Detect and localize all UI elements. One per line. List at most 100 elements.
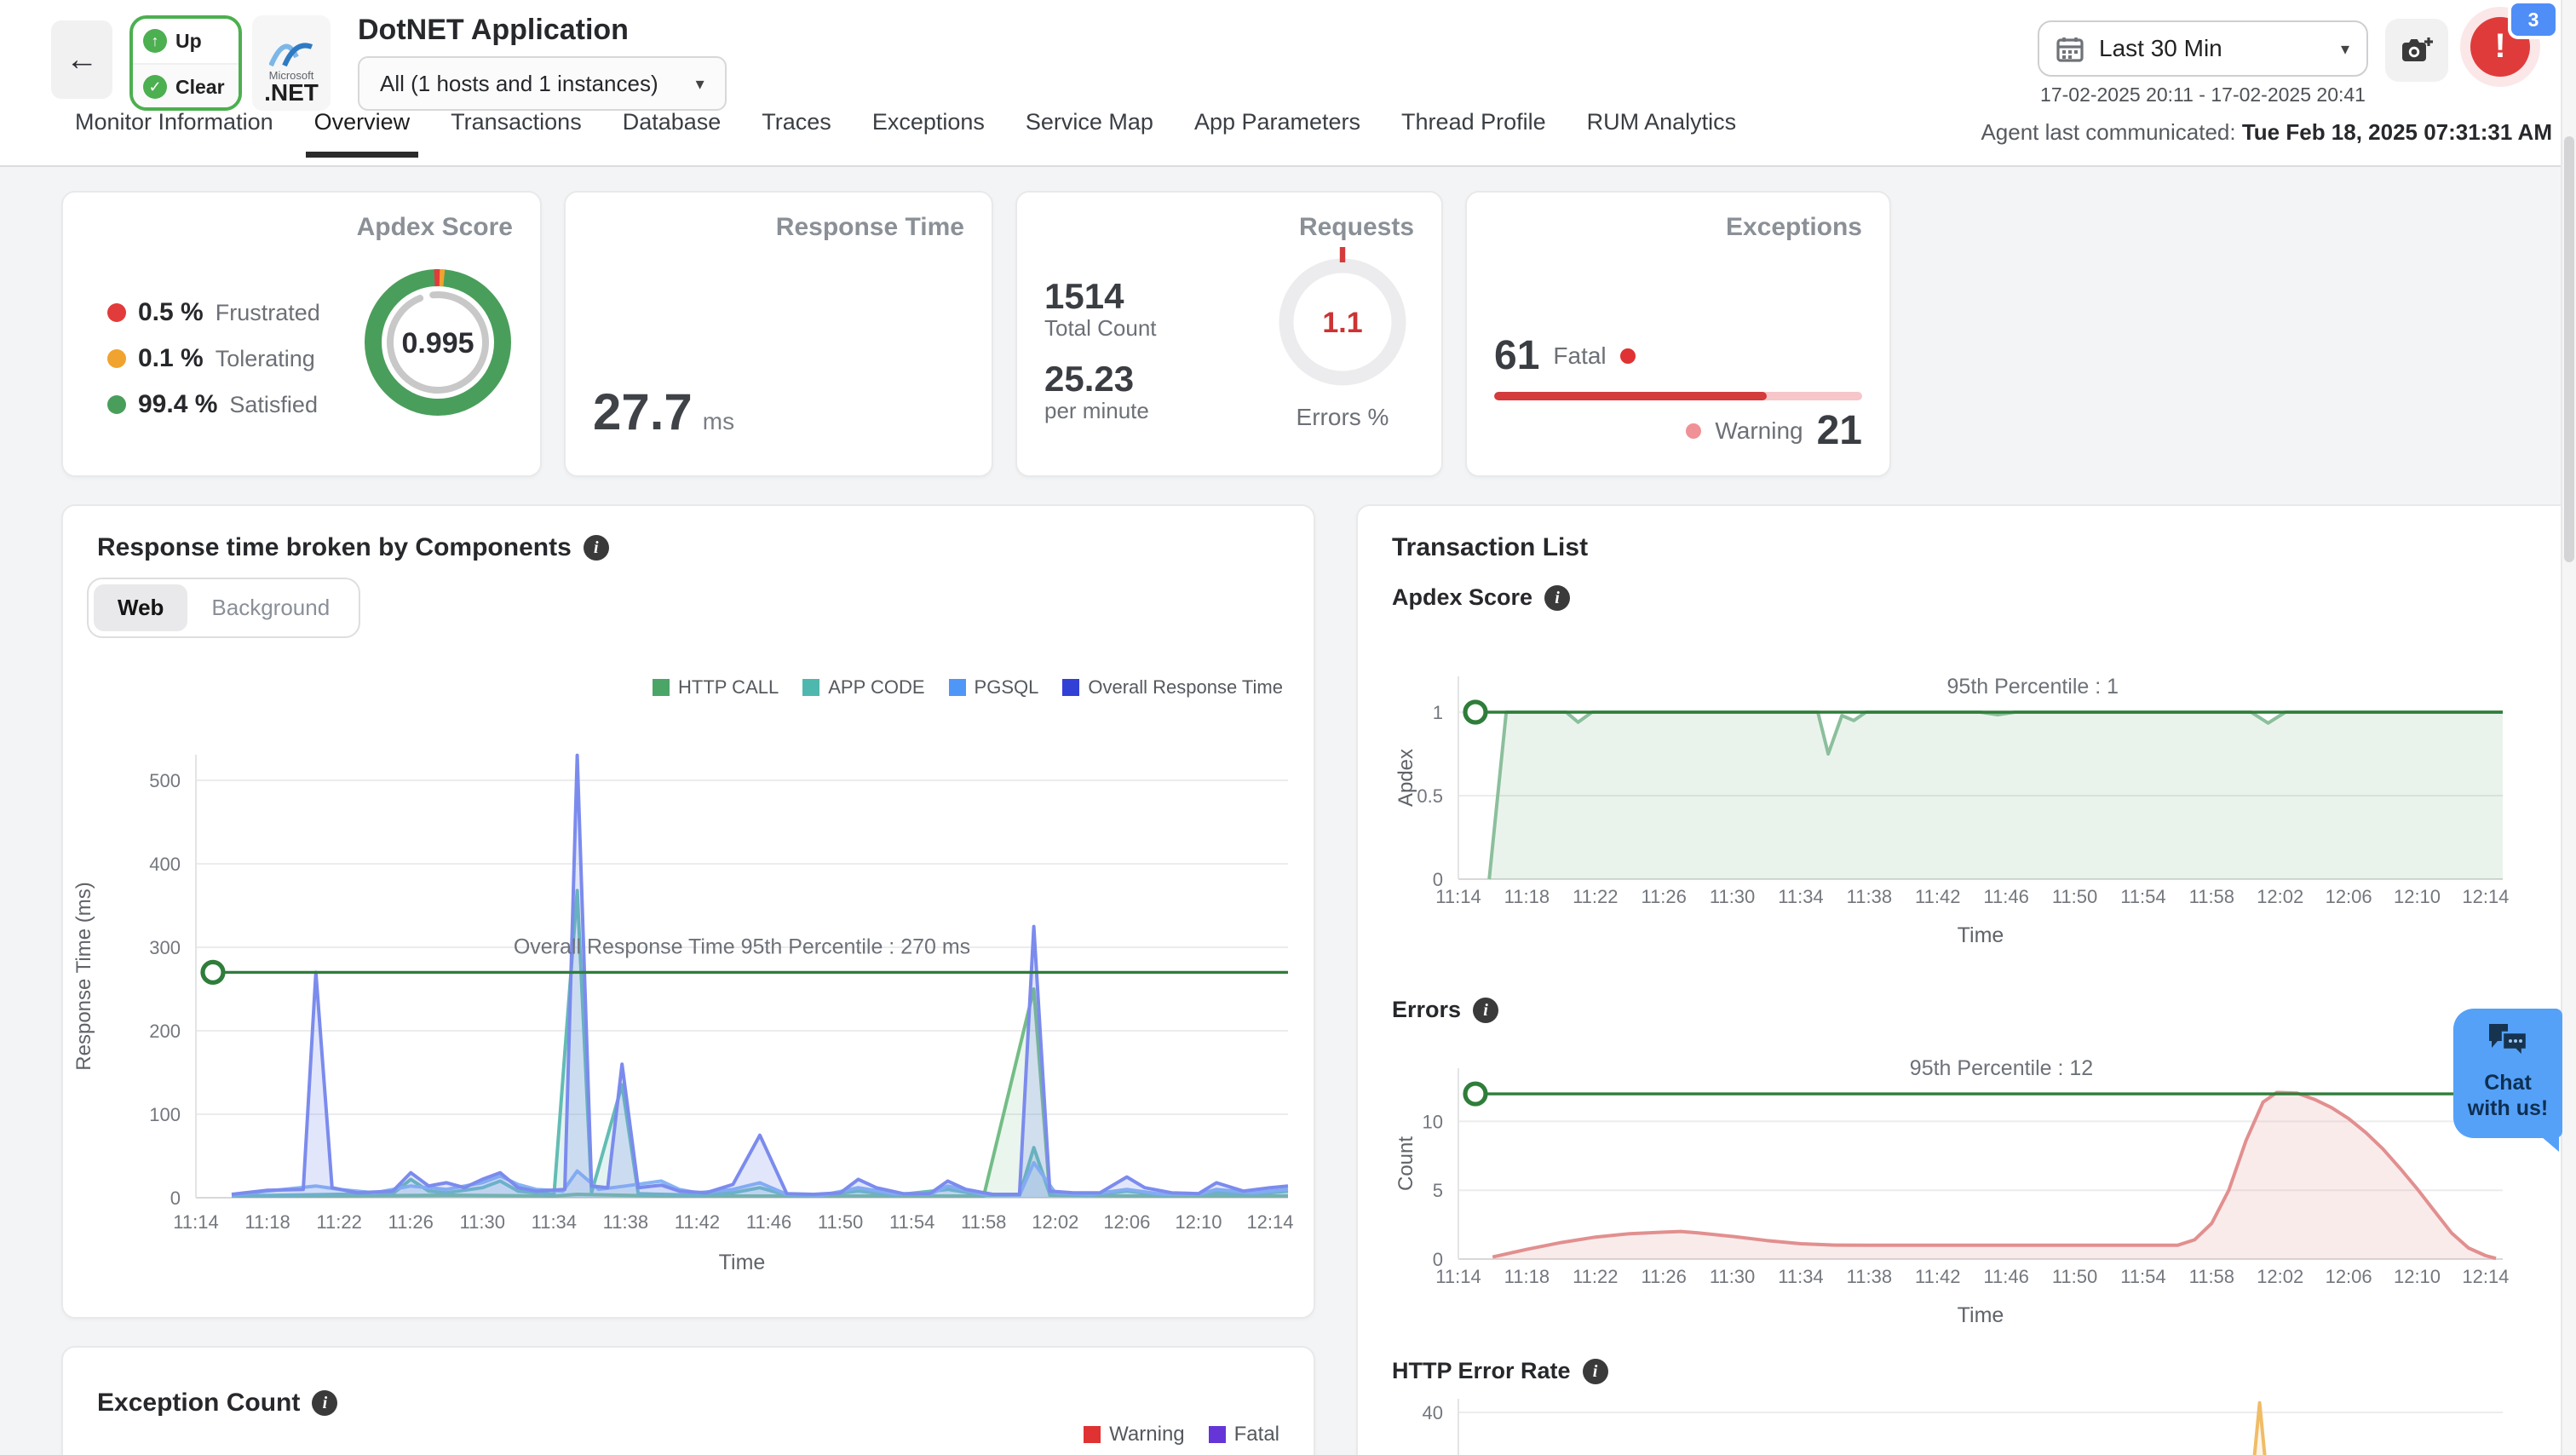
time-range-dates: 17-02-2025 20:11 - 17-02-2025 20:41 bbox=[2040, 83, 2366, 106]
legend-item[interactable]: PGSQL bbox=[948, 676, 1038, 699]
errors-donut: 1.1 Errors % bbox=[1257, 244, 1428, 431]
tab-exceptions[interactable]: Exceptions bbox=[871, 109, 985, 135]
svg-text:300: 300 bbox=[149, 937, 181, 958]
http-error-rate-chart[interactable]: 40Error Rate (%) bbox=[1392, 1399, 2550, 1455]
back-button[interactable]: ← bbox=[51, 20, 112, 99]
errors-trend-chart[interactable]: 0 5 10 11:14 11:18 11:22 11:26 11:30 11:34 11:38 1… bbox=[1392, 1038, 2550, 1344]
toggle-option-web[interactable]: Web bbox=[94, 584, 188, 631]
svg-text:1: 1 bbox=[1433, 702, 1443, 723]
camera-plus-icon bbox=[2402, 37, 2433, 61]
svg-text:11:14: 11:14 bbox=[1435, 886, 1481, 907]
info-icon[interactable]: i bbox=[1544, 584, 1571, 611]
apdex-trend-chart[interactable]: 0 0.5 1 11:14 11:18 11:22 11:26 11:30 11:34 11:38… bbox=[1392, 625, 2550, 959]
chat-widget[interactable]: Chat with us! bbox=[2453, 1009, 2562, 1152]
svg-text:11:42: 11:42 bbox=[1915, 1266, 1960, 1287]
legend-value: 0.1 % bbox=[138, 344, 204, 372]
svg-text:11:30: 11:30 bbox=[460, 1211, 505, 1233]
svg-text:11:18: 11:18 bbox=[1504, 1266, 1550, 1287]
legend-item[interactable]: Fatal bbox=[1208, 1423, 1279, 1446]
tab-traces[interactable]: Traces bbox=[762, 109, 831, 135]
legend-label: Overall Response Time bbox=[1088, 676, 1283, 698]
svg-text:11:26: 11:26 bbox=[388, 1211, 433, 1233]
legend-value: 99.4 % bbox=[138, 390, 218, 418]
components-chart-legend: HTTP CALL APP CODE PGSQL Overall Response T… bbox=[653, 676, 1283, 699]
legend-swatch-icon bbox=[1062, 679, 1080, 696]
agent-last-communicated: Agent last communicated: Tue Feb 18, 202… bbox=[1981, 119, 2552, 146]
screenshot-button[interactable] bbox=[2385, 19, 2448, 82]
tab-transactions[interactable]: Transactions bbox=[451, 109, 582, 135]
svg-text:500: 500 bbox=[149, 770, 181, 791]
transaction-list-panel: Transaction List Apdex Score i 0 0.5 1 11:1… bbox=[1356, 504, 2576, 1455]
status-up-label: Up bbox=[175, 29, 202, 52]
components-response-time-chart[interactable]: 0 100 200 300 400 500 11:14 11:18 11:22 11:26 11:3… bbox=[63, 704, 1314, 1303]
svg-text:Time: Time bbox=[1958, 923, 2004, 947]
legend-swatch-icon bbox=[802, 679, 820, 696]
tab-app-parameters[interactable]: App Parameters bbox=[1193, 109, 1361, 135]
info-icon[interactable]: i bbox=[1473, 997, 1499, 1023]
legend-label: Tolerating bbox=[215, 345, 315, 371]
info-icon[interactable]: i bbox=[1582, 1358, 1608, 1384]
info-icon[interactable]: i bbox=[312, 1390, 338, 1416]
time-range-dropdown[interactable]: Last 30 Min ▾ bbox=[2038, 20, 2368, 77]
svg-text:11:54: 11:54 bbox=[2120, 1266, 2165, 1287]
svg-text:Overall Response Time 95th Per: Overall Response Time 95th Percentile : … bbox=[514, 935, 970, 958]
dotnet-logo: Microsoft .NET bbox=[252, 15, 331, 111]
status-clear-label: Clear bbox=[175, 75, 225, 98]
toggle-option-background[interactable]: Background bbox=[211, 595, 331, 620]
notification-badge[interactable]: 3 bbox=[2508, 0, 2559, 39]
svg-text:0: 0 bbox=[1433, 869, 1443, 890]
svg-text:11:18: 11:18 bbox=[244, 1211, 290, 1233]
svg-text:11:38: 11:38 bbox=[1847, 886, 1892, 907]
apdex-gauge: 0.995 bbox=[365, 269, 511, 416]
legend-swatch-icon bbox=[1084, 1426, 1101, 1443]
tab-database[interactable]: Database bbox=[622, 109, 722, 135]
chat-widget-label: Chat with us! bbox=[2467, 1071, 2549, 1120]
scrollbar-track[interactable] bbox=[2561, 0, 2576, 1455]
svg-text:12:14: 12:14 bbox=[1246, 1211, 1293, 1233]
tab-overview[interactable]: Overview bbox=[305, 109, 419, 158]
chevron-down-icon: ▾ bbox=[2340, 39, 2349, 59]
apdex-legend-row: 99.4 % Satisfied bbox=[107, 390, 320, 419]
fatal-dot-icon bbox=[1619, 348, 1636, 364]
exceptions-card: Exceptions 61 Fatal Warning 21 bbox=[1465, 191, 1891, 477]
legend-swatch-icon bbox=[653, 679, 670, 696]
legend-item[interactable]: APP CODE bbox=[802, 676, 925, 699]
legend-item[interactable]: Warning bbox=[1084, 1423, 1185, 1446]
warning-count: 21 bbox=[1816, 408, 1862, 453]
warning-label: Warning bbox=[1715, 417, 1803, 444]
chat-bubbles-icon bbox=[2489, 1024, 2528, 1059]
legend-item[interactable]: HTTP CALL bbox=[653, 676, 779, 699]
legend-item[interactable]: Overall Response Time bbox=[1062, 676, 1283, 699]
svg-text:11:46: 11:46 bbox=[1983, 886, 2028, 907]
fatal-count: 61 bbox=[1494, 333, 1540, 378]
svg-text:400: 400 bbox=[149, 854, 181, 875]
svg-text:11:58: 11:58 bbox=[961, 1211, 1006, 1233]
transaction-list-title: Transaction List bbox=[1392, 533, 1588, 562]
svg-text:12:06: 12:06 bbox=[2326, 1266, 2372, 1287]
tab-thread-profile[interactable]: Thread Profile bbox=[1401, 109, 1546, 135]
components-panel-title-text: Response time broken by Components bbox=[97, 533, 572, 561]
tab-monitor-information[interactable]: Monitor Information bbox=[75, 109, 273, 135]
tab-rum-analytics[interactable]: RUM Analytics bbox=[1586, 109, 1737, 135]
svg-text:40: 40 bbox=[1423, 1402, 1443, 1423]
exceptions-card-title: Exceptions bbox=[1725, 213, 1862, 241]
info-icon[interactable]: i bbox=[583, 535, 609, 561]
svg-text:12:10: 12:10 bbox=[2394, 1266, 2441, 1287]
response-time-card-title: Response Time bbox=[775, 213, 964, 241]
svg-text:95th Percentile : 12: 95th Percentile : 12 bbox=[1910, 1056, 2093, 1080]
host-instance-dropdown[interactable]: All (1 hosts and 1 instances) ▾ bbox=[358, 56, 727, 111]
svg-text:12:10: 12:10 bbox=[2394, 886, 2441, 907]
svg-text:0.5: 0.5 bbox=[1417, 785, 1443, 807]
svg-text:11:46: 11:46 bbox=[1983, 1266, 2028, 1287]
svg-text:11:46: 11:46 bbox=[746, 1211, 791, 1233]
chevron-down-icon: ▾ bbox=[695, 74, 704, 94]
nav-tabs: Monitor Information Overview Transactions D… bbox=[75, 109, 1736, 158]
svg-text:11:38: 11:38 bbox=[603, 1211, 648, 1233]
svg-text:12:06: 12:06 bbox=[2326, 886, 2372, 907]
tab-service-map[interactable]: Service Map bbox=[1025, 109, 1153, 135]
scrollbar-thumb[interactable] bbox=[2564, 136, 2574, 562]
status-up: ↑ Up bbox=[133, 19, 239, 63]
time-range-value: Last 30 Min bbox=[2099, 35, 2222, 61]
svg-text:11:22: 11:22 bbox=[316, 1211, 361, 1233]
legend-label: HTTP CALL bbox=[678, 676, 779, 698]
